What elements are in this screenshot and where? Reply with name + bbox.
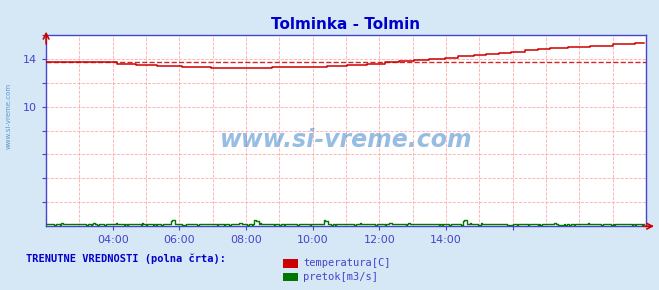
Title: Tolminka - Tolmin: Tolminka - Tolmin xyxy=(272,17,420,32)
Text: temperatura[C]: temperatura[C] xyxy=(303,258,391,268)
Text: www.si-vreme.com: www.si-vreme.com xyxy=(219,128,473,152)
Text: www.si-vreme.com: www.si-vreme.com xyxy=(5,83,12,149)
Text: pretok[m3/s]: pretok[m3/s] xyxy=(303,272,378,282)
Text: TRENUTNE VREDNOSTI (polna črta):: TRENUTNE VREDNOSTI (polna črta): xyxy=(26,254,226,264)
